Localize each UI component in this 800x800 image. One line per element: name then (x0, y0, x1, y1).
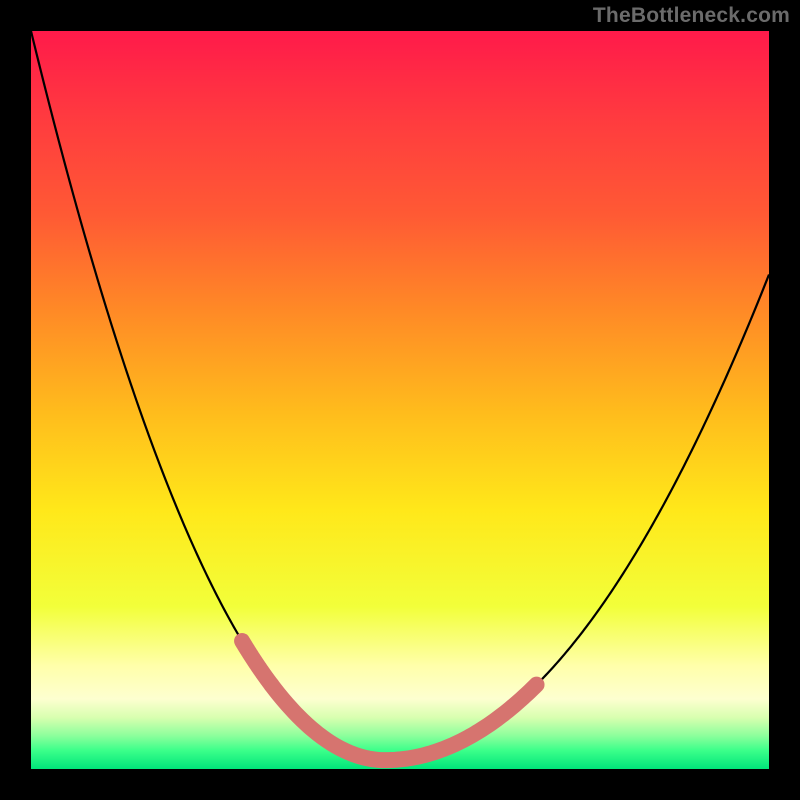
bottleneck-chart (0, 0, 800, 800)
watermark-text: TheBottleneck.com (593, 4, 790, 28)
plot-background-gradient (31, 31, 769, 769)
